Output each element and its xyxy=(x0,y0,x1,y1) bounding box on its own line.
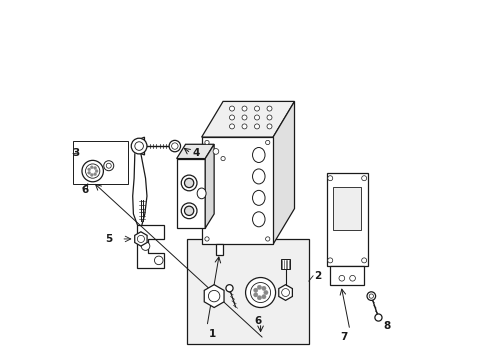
Circle shape xyxy=(361,176,366,181)
Circle shape xyxy=(184,178,193,188)
Polygon shape xyxy=(137,225,164,267)
Ellipse shape xyxy=(252,148,264,162)
Text: 8: 8 xyxy=(383,321,390,332)
Circle shape xyxy=(261,286,265,291)
Circle shape xyxy=(225,285,233,292)
Polygon shape xyxy=(135,137,144,155)
Bar xyxy=(176,158,205,228)
Circle shape xyxy=(181,203,197,219)
Bar xyxy=(201,137,272,244)
Circle shape xyxy=(229,124,234,129)
Circle shape xyxy=(266,106,271,111)
Circle shape xyxy=(254,115,259,120)
Circle shape xyxy=(87,168,90,171)
Circle shape xyxy=(327,258,332,263)
Circle shape xyxy=(106,163,111,168)
Circle shape xyxy=(229,106,234,111)
Circle shape xyxy=(82,160,103,182)
Circle shape xyxy=(265,140,269,145)
Circle shape xyxy=(257,296,261,300)
Circle shape xyxy=(103,161,114,171)
Bar xyxy=(187,239,308,344)
Circle shape xyxy=(253,293,257,297)
Circle shape xyxy=(131,138,147,154)
Circle shape xyxy=(94,173,96,176)
Circle shape xyxy=(213,149,218,154)
Circle shape xyxy=(204,237,209,241)
Bar xyxy=(73,141,128,184)
Polygon shape xyxy=(176,144,214,158)
Text: 3: 3 xyxy=(72,148,80,158)
Circle shape xyxy=(171,143,178,149)
Bar xyxy=(329,266,364,285)
Circle shape xyxy=(265,237,269,241)
Circle shape xyxy=(90,174,93,176)
Bar xyxy=(281,259,289,269)
Circle shape xyxy=(254,106,259,111)
Circle shape xyxy=(368,294,373,298)
Circle shape xyxy=(137,235,144,243)
Circle shape xyxy=(141,242,149,250)
Circle shape xyxy=(242,124,246,129)
Circle shape xyxy=(266,115,271,120)
Ellipse shape xyxy=(197,188,205,199)
Circle shape xyxy=(366,292,375,300)
Circle shape xyxy=(85,164,100,178)
Ellipse shape xyxy=(252,169,264,184)
Circle shape xyxy=(281,289,289,296)
Text: 2: 2 xyxy=(313,271,321,281)
Polygon shape xyxy=(201,102,294,137)
Polygon shape xyxy=(216,244,223,255)
Circle shape xyxy=(135,142,143,150)
Circle shape xyxy=(349,275,355,281)
Circle shape xyxy=(154,256,163,265)
Circle shape xyxy=(229,115,234,120)
Ellipse shape xyxy=(252,212,264,227)
Circle shape xyxy=(253,288,257,292)
Circle shape xyxy=(263,291,267,295)
Circle shape xyxy=(361,258,366,263)
Circle shape xyxy=(266,124,271,129)
Circle shape xyxy=(95,170,98,172)
Bar xyxy=(332,187,361,230)
Circle shape xyxy=(169,140,180,152)
Polygon shape xyxy=(205,144,214,228)
Circle shape xyxy=(242,106,246,111)
Polygon shape xyxy=(278,285,292,300)
Circle shape xyxy=(181,175,197,191)
Text: 4: 4 xyxy=(192,148,200,158)
Text: 7: 7 xyxy=(340,332,347,342)
Circle shape xyxy=(250,283,270,302)
Polygon shape xyxy=(134,232,147,246)
Circle shape xyxy=(87,171,90,174)
Circle shape xyxy=(374,314,381,321)
Text: 5: 5 xyxy=(105,234,112,244)
Circle shape xyxy=(90,166,93,169)
Circle shape xyxy=(327,176,332,181)
Circle shape xyxy=(338,275,344,281)
Circle shape xyxy=(242,115,246,120)
Polygon shape xyxy=(204,285,224,307)
Text: 6: 6 xyxy=(81,185,88,195)
Circle shape xyxy=(261,294,265,299)
Circle shape xyxy=(94,167,96,170)
Text: 6: 6 xyxy=(254,316,261,326)
Ellipse shape xyxy=(252,190,264,205)
Circle shape xyxy=(245,278,275,307)
Polygon shape xyxy=(272,102,294,244)
Circle shape xyxy=(204,140,209,145)
Circle shape xyxy=(254,124,259,129)
Circle shape xyxy=(221,157,225,161)
Bar xyxy=(326,173,367,266)
Circle shape xyxy=(184,206,193,215)
Circle shape xyxy=(208,291,220,302)
Circle shape xyxy=(257,285,261,289)
Text: 1: 1 xyxy=(208,329,216,339)
